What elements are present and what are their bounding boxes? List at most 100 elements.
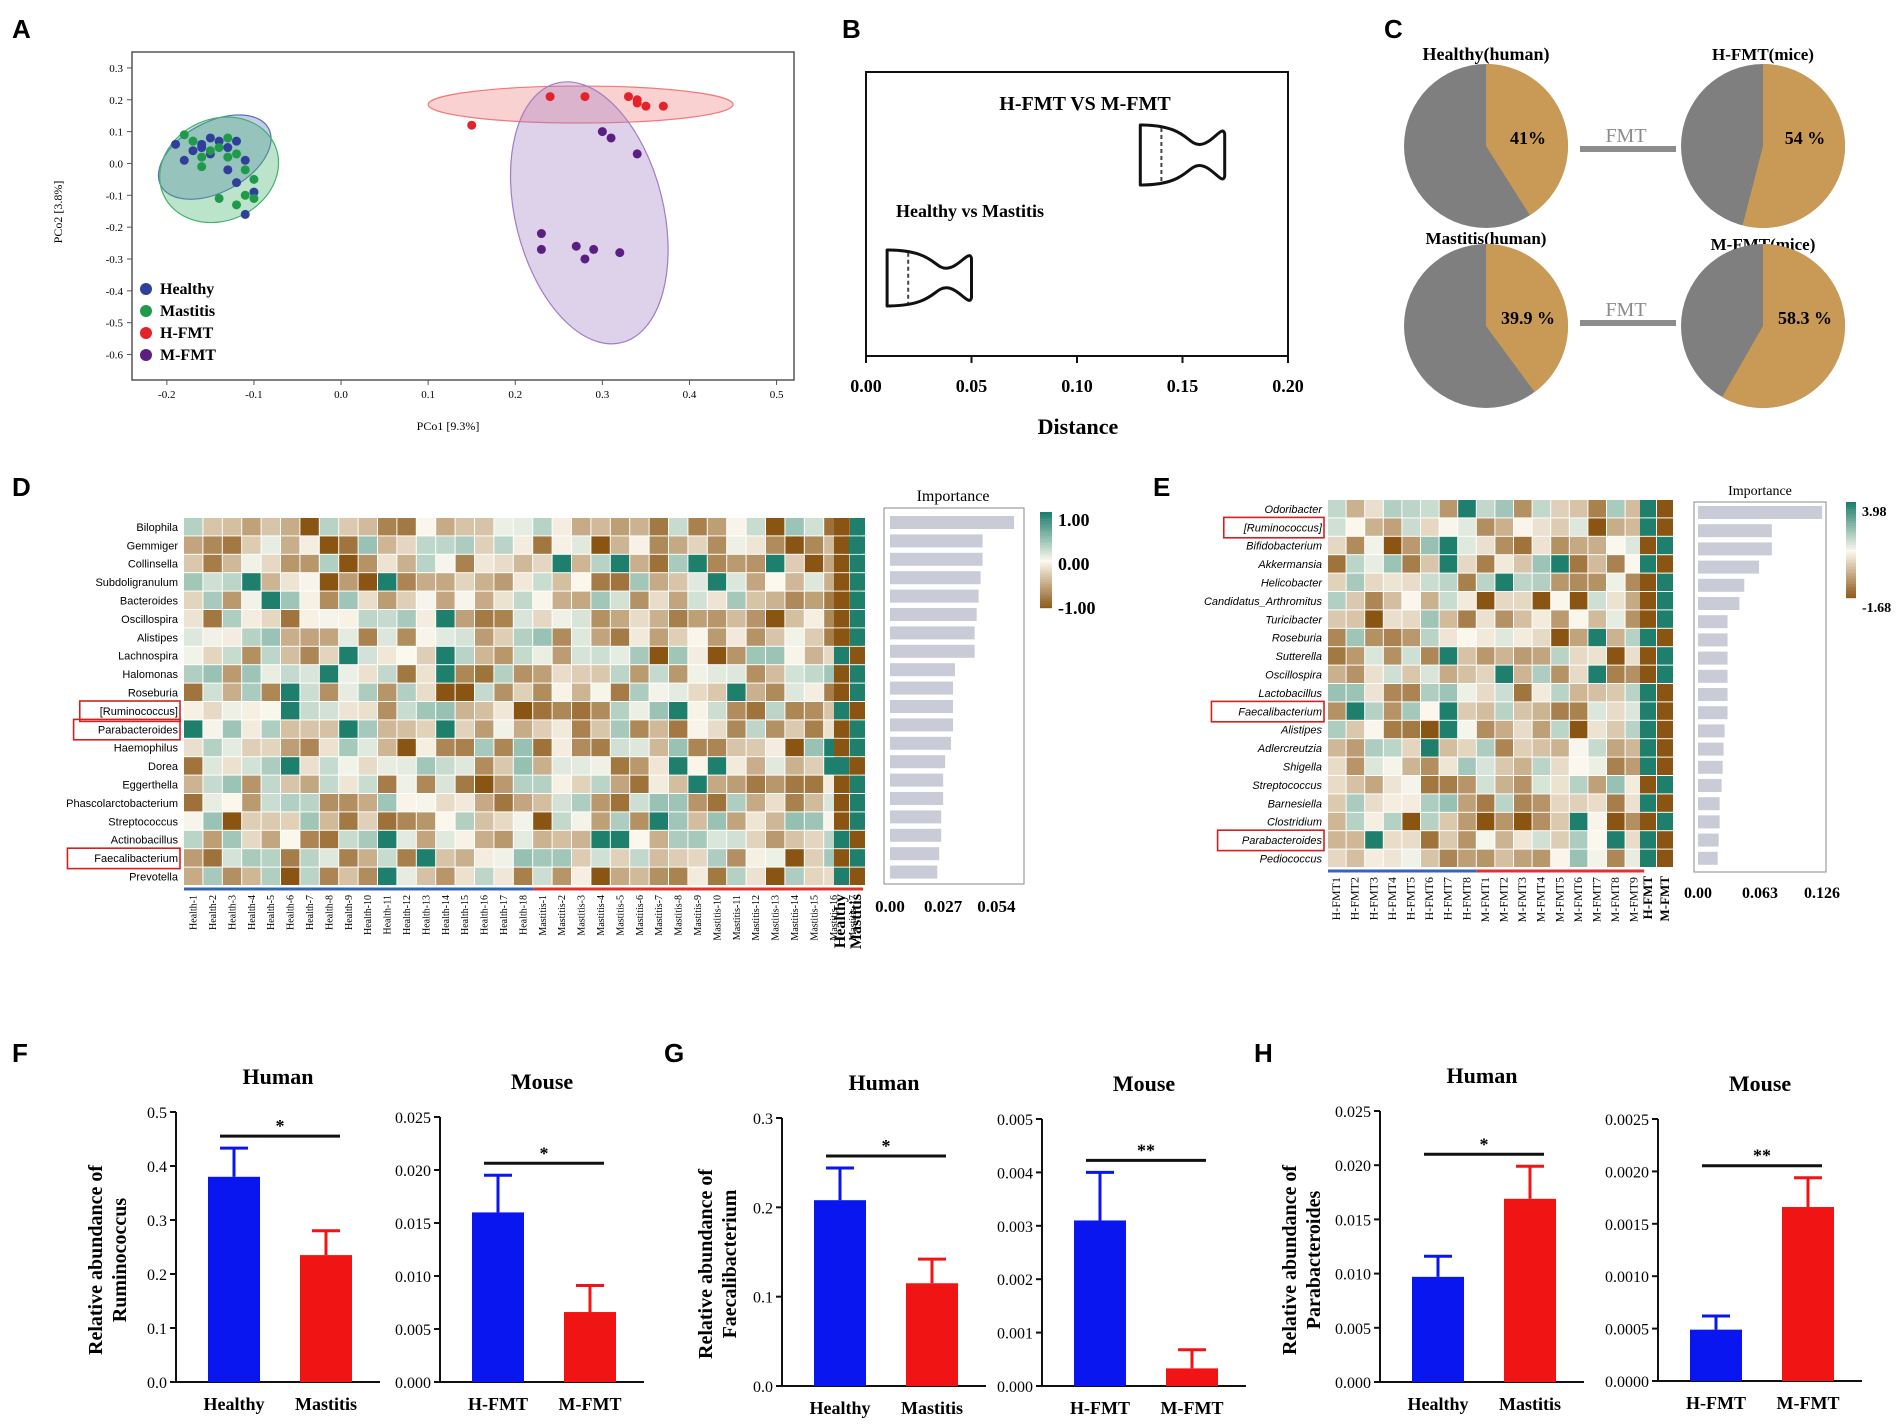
heatmap-cell	[707, 591, 727, 609]
group-cell	[834, 518, 849, 536]
heatmap-cell	[591, 665, 610, 683]
violins	[885, 123, 1227, 308]
bar-chart-h2: Mouse0.00000.00050.00100.00150.00200.002…	[1605, 1071, 1862, 1413]
heatmap-cell	[1346, 720, 1365, 739]
heatmap-cell	[1514, 684, 1532, 702]
importance-bar	[890, 608, 977, 621]
heatmap-cell	[1439, 757, 1458, 775]
heatmap-cell	[1365, 720, 1383, 739]
legend-gradient-step	[1040, 596, 1052, 599]
fmt-arrow-label-bottom: FMT	[1605, 299, 1646, 321]
heatmap-cell	[436, 849, 455, 867]
heatmap-cell	[475, 720, 494, 738]
heatmap-cell	[436, 720, 455, 738]
heatmap-cell	[1383, 500, 1402, 518]
taxon-label: Adlercreutzia	[1257, 743, 1322, 755]
heatmap-cell	[1458, 555, 1476, 573]
legend-gradient-step	[1846, 504, 1856, 507]
heatmap-cell	[707, 794, 727, 812]
heatmap-cell	[1458, 518, 1476, 536]
heatmap-cell	[552, 867, 571, 885]
sample-label: H-FMT3	[1366, 877, 1380, 920]
heatmap-cell	[1365, 647, 1383, 665]
heatmap-cell	[630, 757, 649, 775]
heatmap-cell	[1383, 573, 1402, 591]
heatmap-cell	[339, 536, 358, 554]
importance-tick: 0.00	[1684, 885, 1712, 902]
heatmap-cell	[475, 683, 494, 701]
legend-marker	[140, 349, 152, 361]
heatmap-cell	[707, 775, 727, 793]
point-mastitis	[223, 152, 233, 162]
heatmap-cell	[1476, 610, 1495, 628]
heatmap-cell	[1439, 776, 1458, 794]
heatmap-cell	[785, 683, 804, 701]
legend-gradient-step	[1846, 552, 1856, 555]
heatmap-cell	[242, 554, 261, 573]
heatmap-cell	[804, 518, 824, 536]
importance-tick: 0.00	[875, 897, 905, 916]
heatmap-cell	[746, 518, 765, 536]
heatmap-cell	[727, 628, 746, 646]
legend-gradient-step	[1040, 519, 1052, 522]
heatmap-cell	[184, 738, 203, 757]
legend-gradient-step	[1040, 591, 1052, 594]
heatmap-cell	[416, 554, 436, 573]
heatmap-cell	[1625, 812, 1644, 831]
taxon-label: Phascolarctobacterium	[66, 798, 178, 810]
heatmap-cell	[727, 867, 746, 885]
heatmap-cell	[1328, 812, 1346, 831]
heatmap-cell	[1569, 665, 1588, 683]
heatmap-cell	[630, 702, 649, 720]
heatmap-cell	[319, 794, 339, 812]
legend-gradient-step	[1846, 521, 1856, 524]
heatmap-cell	[591, 554, 610, 573]
heatmap-cell	[746, 610, 765, 628]
heatmap-cell	[339, 812, 358, 830]
heatmap-cell	[766, 867, 785, 885]
heatmap-cell	[261, 812, 280, 830]
heatmap-cell	[455, 702, 474, 720]
heatmap-cell	[1476, 518, 1495, 536]
heatmap-cell	[1476, 555, 1495, 573]
heatmap-cell	[746, 665, 765, 683]
heatmap-cell	[378, 610, 397, 628]
heatmap-cell	[533, 849, 552, 867]
x-tick-label: 0.10	[1061, 376, 1093, 396]
heatmap-cell	[1588, 592, 1606, 610]
importance-bar	[1698, 724, 1725, 738]
heatmap-cell	[610, 849, 630, 867]
heatmap-cell	[766, 812, 785, 830]
group-cell	[834, 573, 849, 591]
legend-gradient-step	[1040, 521, 1052, 525]
heatmap-cell	[319, 775, 339, 793]
point-mastitis	[214, 143, 224, 153]
legend-gradient-step	[1846, 566, 1856, 570]
fmt-arrow-label-top: FMT	[1605, 125, 1646, 147]
heatmap-cell	[358, 720, 377, 738]
heatmap-d-group-columns: Healthy Mastitis	[832, 518, 865, 949]
heatmap-cell	[358, 610, 377, 628]
sample-label: H-FMT1	[1329, 877, 1343, 920]
heatmap-cell	[727, 536, 746, 554]
legend-gradient-step	[1040, 579, 1052, 582]
heatmap-cell	[494, 683, 513, 701]
heatmap-cell	[1439, 684, 1458, 702]
heatmap-cell	[378, 702, 397, 720]
heatmap-cell	[1328, 592, 1346, 610]
legend-gradient-step	[1040, 600, 1052, 604]
heatmap-cell	[319, 554, 339, 573]
heatmap-cell	[1421, 849, 1439, 867]
heatmap-cell	[203, 738, 222, 757]
heatmap-cell	[319, 536, 339, 554]
heatmap-cell	[1365, 610, 1383, 628]
heatmap-cell	[688, 720, 707, 738]
legend-gradient-step	[1846, 506, 1856, 510]
heatmap-cell	[1532, 592, 1551, 610]
highlight-box	[1210, 700, 1325, 723]
heatmap-cell	[281, 867, 300, 885]
heatmap-cell	[649, 610, 668, 628]
legend-gradient-step	[1846, 550, 1856, 553]
